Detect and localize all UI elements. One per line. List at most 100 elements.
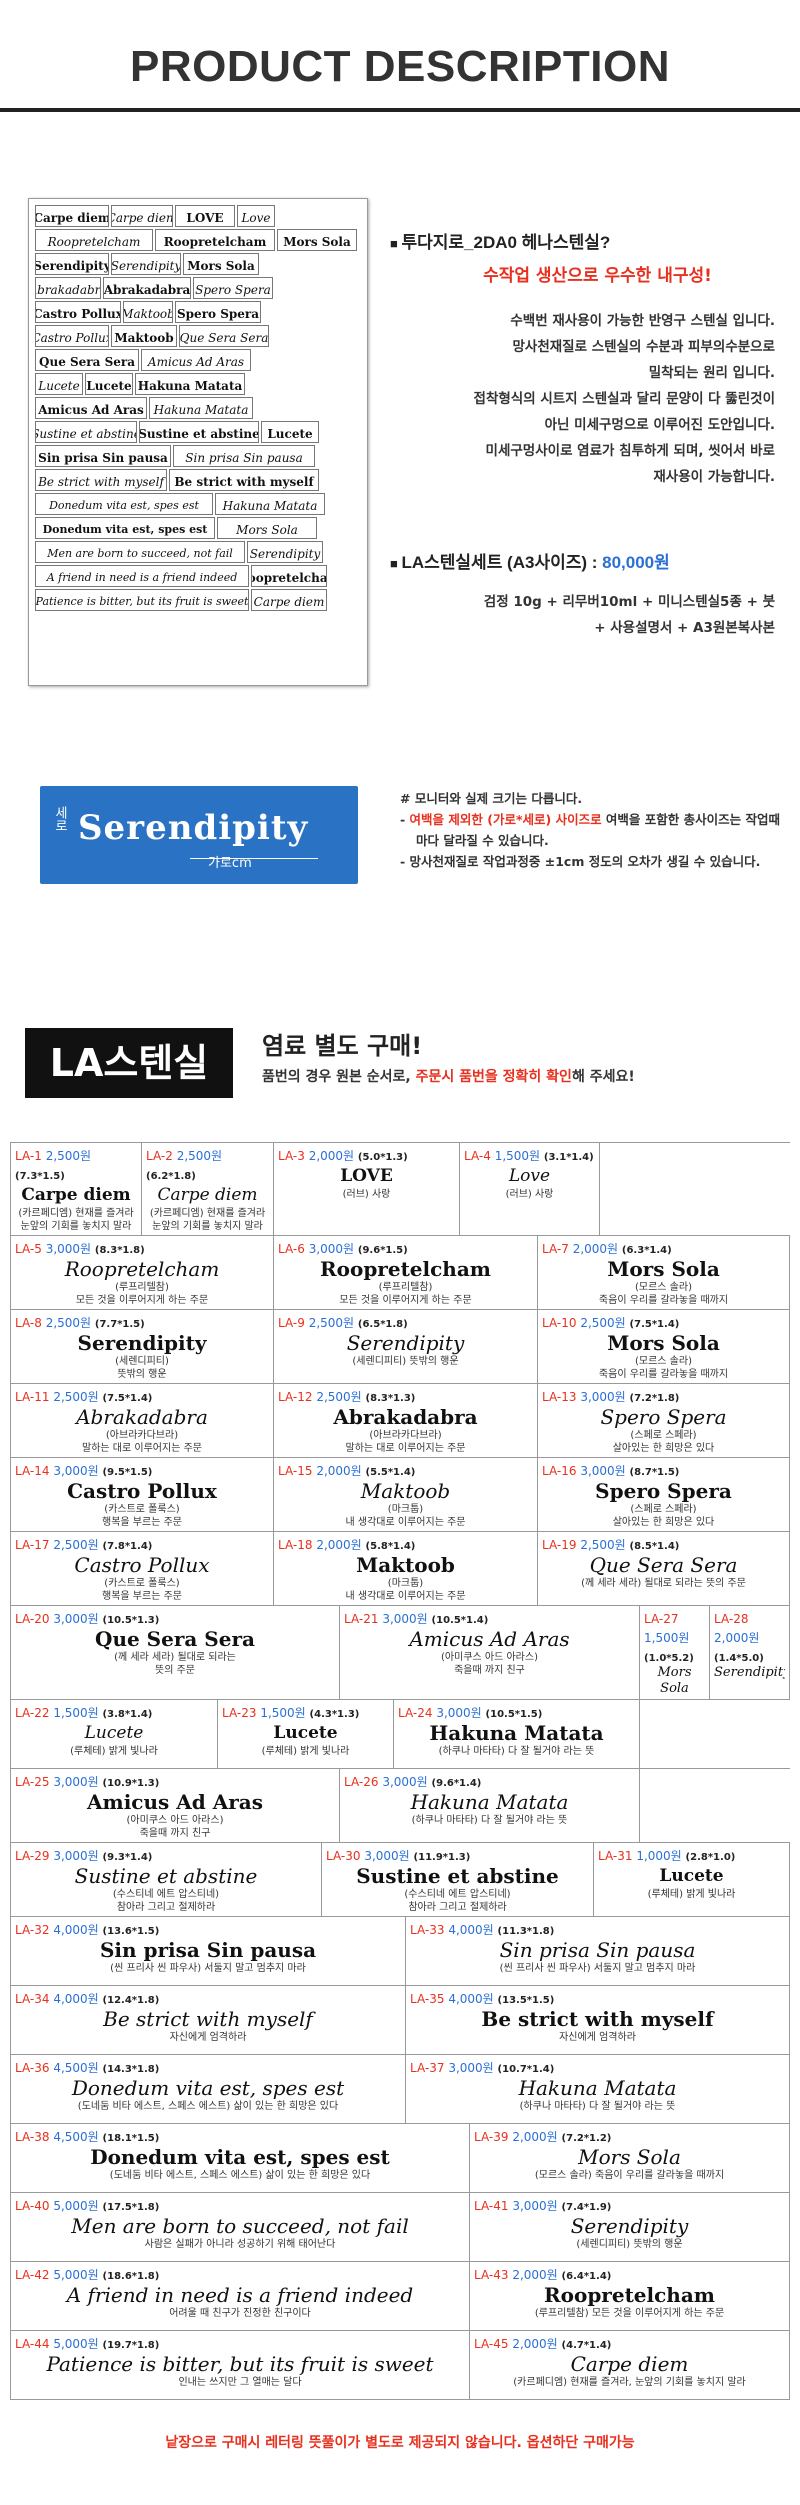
item-price: 2,000원 bbox=[714, 1631, 760, 1645]
sheet-lettering: Donedum vita est, spes est bbox=[35, 517, 215, 539]
stencil-item: LA-12 2,500원 (8.3*1.3) Abrakadabra (아브라카다브… bbox=[274, 1384, 538, 1457]
item-pronunciation: 인내는 쓰지만 그 열매는 달다 bbox=[178, 2377, 302, 2388]
item-code: LA-12 bbox=[278, 1390, 313, 1404]
item-code: LA-21 bbox=[344, 1612, 379, 1626]
item-code: LA-7 bbox=[542, 1242, 569, 1256]
item-size: (7.3*1.5) bbox=[15, 1171, 65, 1182]
sheet-lettering: Sin prisa Sin pausa bbox=[35, 445, 171, 467]
item-code: LA-30 bbox=[326, 1849, 361, 1863]
item-pronunciation: (카르페디엠) 현재를 즐겨라 bbox=[18, 1208, 134, 1219]
note-tolerance: - 망사천재질로 작업과정중 ±1cm 정도의 오차가 생길 수 있습니다. bbox=[400, 854, 761, 869]
item-size: (6.4*1.4) bbox=[561, 2271, 612, 2282]
item-pronunciation: (모르스 솔라) 죽음이 우리를 갈라놓을 때까지 bbox=[534, 2170, 725, 2181]
item-code: LA-19 bbox=[542, 1538, 577, 1552]
item-price: 2,000원 bbox=[312, 1538, 366, 1552]
item-meaning: 죽음이 우리를 갈라놓을 때까지 bbox=[598, 1369, 729, 1380]
item-price: 2,000원 bbox=[508, 2130, 562, 2144]
item-size: (10.5*1.3) bbox=[102, 1615, 160, 1626]
item-price: 4,500원 bbox=[49, 2061, 103, 2075]
item-pronunciation: (씬 프리사 씬 파우사) 서둘지 말고 멈추지 마라 bbox=[499, 1963, 696, 1974]
item-size: (3.8*1.4) bbox=[102, 1709, 153, 1720]
sheet-lettering: Que Sera Sera bbox=[35, 349, 139, 371]
item-header: LA-25 3,000원 (10.9*1.3) bbox=[15, 1771, 335, 1790]
item-code: LA-32 bbox=[15, 1923, 50, 1937]
sheet-lettering: Sustine et abstine bbox=[139, 421, 259, 443]
item-price: 2,500원 bbox=[312, 1390, 366, 1404]
item-header: LA-40 5,000원 (17.5*1.8) bbox=[15, 2195, 465, 2214]
stencil-item: LA-40 5,000원 (17.5*1.8) Men are born to s… bbox=[10, 2193, 470, 2261]
item-meaning: 살아있는 한 희망은 있다 bbox=[612, 1443, 715, 1454]
item-price: 2,500원 bbox=[49, 1390, 103, 1404]
sheet-lettering: Mors Sola bbox=[183, 253, 259, 275]
stencil-item: LA-28 2,000원 (1.4*5.0) Serendipity bbox=[710, 1606, 790, 1699]
grid-row: LA-42 5,000원 (18.6*1.8) A friend in need … bbox=[10, 2262, 790, 2331]
grid-row: LA-40 5,000원 (17.5*1.8) Men are born to s… bbox=[10, 2193, 790, 2262]
item-header: LA-7 2,000원 (6.3*1.4) bbox=[542, 1238, 785, 1257]
size-notes: # 모니터와 실제 크기는 다릅니다. - 여백을 제외한 (가로*세로) 사이… bbox=[400, 788, 790, 872]
item-price: 4,000원 bbox=[49, 1923, 103, 1937]
item-meaning: 내 생각대로 이루어지는 주문 bbox=[345, 1517, 466, 1528]
item-pronunciation: (도네둠 비타 에스트, 스페스 에스트) 삶이 있는 한 희망은 있다 bbox=[109, 2170, 371, 2181]
item-lettering: Castro Pollux bbox=[67, 1479, 217, 1503]
item-header: LA-4 1,500원 (3.1*1.4) bbox=[464, 1145, 595, 1164]
page-title: PRODUCT DESCRIPTION bbox=[130, 42, 670, 91]
grid-row: LA-20 3,000원 (10.5*1.3) Que Sera Sera (께 세… bbox=[10, 1606, 790, 1700]
sheet-lettering: Lucete bbox=[261, 421, 319, 443]
item-code: LA-4 bbox=[464, 1149, 491, 1163]
item-pronunciation: (카스트로 폴룩스) bbox=[104, 1504, 180, 1515]
item-pronunciation: (아미쿠스 아드 아라스) bbox=[441, 1652, 538, 1663]
item-header: LA-30 3,000원 (11.9*1.3) bbox=[326, 1845, 589, 1864]
item-code: LA-29 bbox=[15, 1849, 50, 1863]
item-code: LA-10 bbox=[542, 1316, 577, 1330]
stencil-item: LA-36 4,500원 (14.3*1.8) Donedum vita est,… bbox=[10, 2055, 406, 2123]
item-price: 3,000원 bbox=[41, 1242, 95, 1256]
item-lettering: Spero Spera bbox=[600, 1405, 727, 1429]
sheet-lettering: Patience is bitter, but its fruit is swe… bbox=[35, 589, 249, 611]
item-code: LA-15 bbox=[278, 1464, 313, 1478]
stencil-item: LA-20 3,000원 (10.5*1.3) Que Sera Sera (께 세… bbox=[10, 1606, 340, 1699]
stencil-item: LA-45 2,000원 (4.7*1.4) Carpe diem (카르페디엠) … bbox=[470, 2331, 790, 2399]
set-price-value: 80,000원 bbox=[602, 553, 670, 572]
stencil-item: LA-14 3,000원 (9.5*1.5) Castro Pollux (카스트로… bbox=[10, 1458, 274, 1531]
item-header: LA-11 2,500원 (7.5*1.4) bbox=[15, 1386, 269, 1405]
grid-row: LA-32 4,000원 (13.6*1.5) Sin prisa Sin pau… bbox=[10, 1917, 790, 1986]
sheet-lettering: Castro Pollux bbox=[35, 325, 109, 347]
item-price: 2,500원 bbox=[41, 1316, 95, 1330]
item-lettering: Roopretelcham bbox=[320, 1257, 491, 1281]
item-code: LA-39 bbox=[474, 2130, 509, 2144]
sheet-lettering: Roopretelcham bbox=[35, 229, 153, 251]
item-price: 3,000원 bbox=[49, 1775, 103, 1789]
sheet-lettering: Carpe diem bbox=[35, 205, 109, 227]
stencil-item: LA-35 4,000원 (13.5*1.5) Be strict with my… bbox=[406, 1986, 790, 2054]
stencil-item: LA-8 2,500원 (7.7*1.5) Serendipity (세렌디피티) 뜻… bbox=[10, 1310, 274, 1383]
item-price: 2,500원 bbox=[304, 1316, 358, 1330]
item-price: 4,500원 bbox=[49, 2130, 103, 2144]
grid-row: LA-14 3,000원 (9.5*1.5) Castro Pollux (카스트로… bbox=[10, 1458, 790, 1532]
la-section-subtitle: 품번의 경우 원본 순서로, 주문시 품번을 정확히 확인해 주세요! bbox=[262, 1066, 635, 1086]
item-lettering: Serendipity bbox=[346, 1331, 465, 1355]
item-meaning: 눈앞의 기회를 놓치지 말라 bbox=[152, 1221, 263, 1232]
item-pronunciation: (러브) 사랑 bbox=[342, 1189, 391, 1200]
item-size: (7.2*1.8) bbox=[629, 1393, 680, 1404]
sheet-lettering: Be strict with myself bbox=[35, 469, 167, 491]
item-size: (3.1*1.4) bbox=[543, 1152, 594, 1163]
grid-row: LA-17 2,500원 (7.8*1.4) Castro Pollux (카스트로… bbox=[10, 1532, 790, 1606]
item-lettering: Mors Sola bbox=[657, 1665, 692, 1696]
sheet-lettering: Mors Sola bbox=[277, 229, 357, 251]
item-size: (7.8*1.4) bbox=[102, 1541, 153, 1552]
item-header: LA-38 4,500원 (18.1*1.5) bbox=[15, 2126, 465, 2145]
product-tagline: 수작업 생산으로 우수한 내구성! bbox=[483, 266, 712, 286]
item-header: LA-28 2,000원 (1.4*5.0) bbox=[714, 1608, 785, 1665]
item-pronunciation: 어려울 때 친구가 진정한 친구이다 bbox=[169, 2308, 311, 2319]
item-size: (19.7*1.8) bbox=[102, 2340, 160, 2351]
item-header: LA-42 5,000원 (18.6*1.8) bbox=[15, 2264, 465, 2283]
item-code: LA-34 bbox=[15, 1992, 50, 2006]
item-price: 1,000원 bbox=[632, 1849, 686, 1863]
item-size: (7.2*1.2) bbox=[561, 2133, 612, 2144]
grid-row: LA-36 4,500원 (14.3*1.8) Donedum vita est,… bbox=[10, 2055, 790, 2124]
item-header: LA-3 2,000원 (5.0*1.3) bbox=[278, 1145, 455, 1164]
item-size: (14.3*1.8) bbox=[102, 2064, 160, 2075]
item-lettering: Lucete bbox=[659, 1866, 724, 1886]
item-header: LA-8 2,500원 (7.7*1.5) bbox=[15, 1312, 269, 1331]
item-size: (5.0*1.3) bbox=[357, 1152, 408, 1163]
